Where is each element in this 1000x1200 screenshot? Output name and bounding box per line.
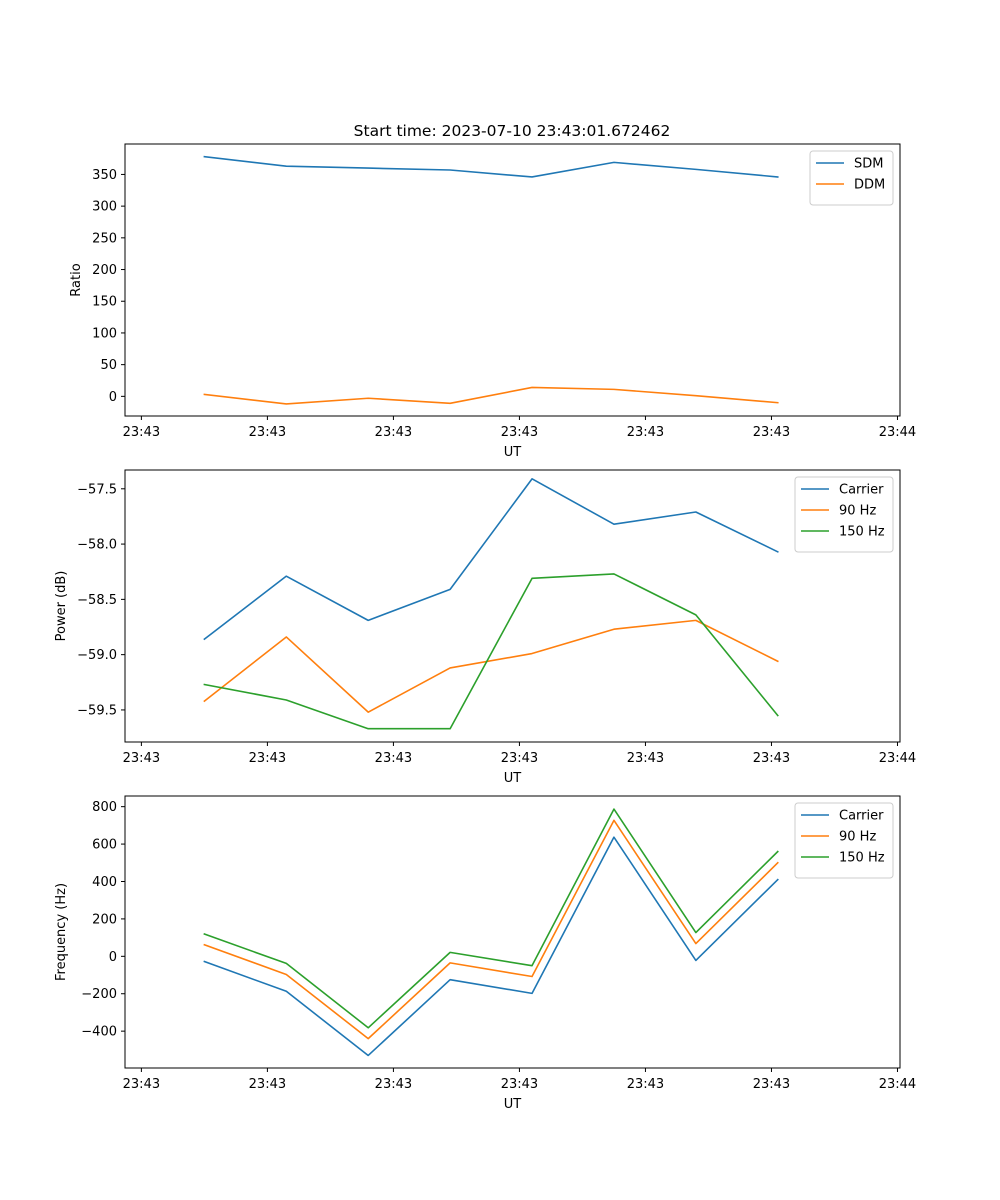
series-line-carrier [203,478,779,641]
x-tick-label: 23:43 [627,1077,664,1092]
series-line-carrier [203,836,779,1057]
x-tick-label: 23:43 [123,1077,160,1092]
series-line-90-hz [203,619,779,713]
y-tick-label: 0 [109,390,117,405]
x-tick-label: 23:43 [501,1077,538,1092]
y-tick-label: 50 [100,358,117,373]
y-tick-label: −58.0 [77,538,117,553]
legend-label: Carrier [839,809,884,824]
x-axis-label: UT [504,445,522,460]
y-axis-label: Ratio [69,263,84,296]
y-tick-label: 200 [92,263,117,278]
x-tick-label: 23:43 [501,425,538,440]
x-tick-label: 23:43 [375,751,412,766]
series-line-90-hz [203,819,779,1040]
x-tick-label: 23:44 [879,1077,916,1092]
x-tick-label: 23:43 [375,425,412,440]
legend: Carrier 90 Hz 150 Hz [794,802,894,879]
axes-frame [124,795,901,1069]
x-tick-label: 23:43 [123,751,160,766]
y-tick-label: 350 [92,168,117,183]
legend-box [794,802,894,879]
chart-panel-1: 23:43 23:43 23:43 23:43 23:43 23:43 23:44 0 50 10… [69,143,916,460]
legend: Carrier 90 Hz 150 Hz [794,476,894,553]
x-tick-label: 23:44 [879,751,916,766]
legend-label: 150 Hz [839,851,885,866]
y-tick-label: 150 [92,295,117,310]
y-tick-label: 100 [92,326,117,341]
x-axis-label: UT [504,771,522,786]
legend: SDM DDM [809,150,894,206]
y-axis-label: Frequency (Hz) [54,883,69,981]
y-tick-label: −400 [81,1025,117,1040]
x-tick-label: 23:43 [627,425,664,440]
y-tick-label: 300 [92,200,117,215]
legend-label: 90 Hz [839,830,876,845]
series-line-sdm [203,155,779,178]
legend-label: DDM [854,178,885,193]
x-tick-label: 23:43 [123,425,160,440]
series-line-ddm [203,386,779,405]
x-axis-label: UT [504,1097,522,1112]
y-axis-label: Power (dB) [54,571,69,642]
y-tick-label: 600 [92,838,117,853]
x-tick-label: 23:43 [501,751,538,766]
y-tick-label: −200 [81,987,117,1002]
y-tick-label: −59.5 [77,703,117,718]
y-tick-label: 250 [92,231,117,246]
series-line-150-hz [203,573,779,730]
chart-panel-3: 23:43 23:43 23:43 23:43 23:43 23:43 23:44 −400 −… [54,795,916,1112]
x-tick-label: 23:43 [753,425,790,440]
legend-label: 150 Hz [839,525,885,540]
legend-label: Carrier [839,483,884,498]
y-tick-label: −58.5 [77,593,117,608]
series-line-150-hz [203,808,779,1029]
y-tick-label: 800 [92,800,117,815]
y-tick-label: −59.0 [77,648,117,663]
x-tick-label: 23:43 [627,751,664,766]
x-tick-label: 23:43 [249,425,286,440]
x-tick-label: 23:43 [375,1077,412,1092]
x-tick-label: 23:43 [249,1077,286,1092]
y-tick-label: 0 [109,950,117,965]
legend-label: SDM [854,157,883,172]
chart-panel-2: 23:43 23:43 23:43 23:43 23:43 23:43 23:44 −59.5… [54,469,916,786]
legend-box [794,476,894,553]
x-tick-label: 23:43 [753,1077,790,1092]
axes-frame [124,469,901,743]
axes-frame [124,143,901,417]
legend-label: 90 Hz [839,504,876,519]
x-tick-label: 23:44 [879,425,916,440]
y-tick-label: 400 [92,875,117,890]
chart-title: Start time: 2023-07-10 23:43:01.672462 [354,122,671,140]
y-tick-label: 200 [92,912,117,927]
y-tick-label: −57.5 [77,482,117,497]
legend-box [809,150,894,206]
x-tick-label: 23:43 [753,751,790,766]
x-tick-label: 23:43 [249,751,286,766]
